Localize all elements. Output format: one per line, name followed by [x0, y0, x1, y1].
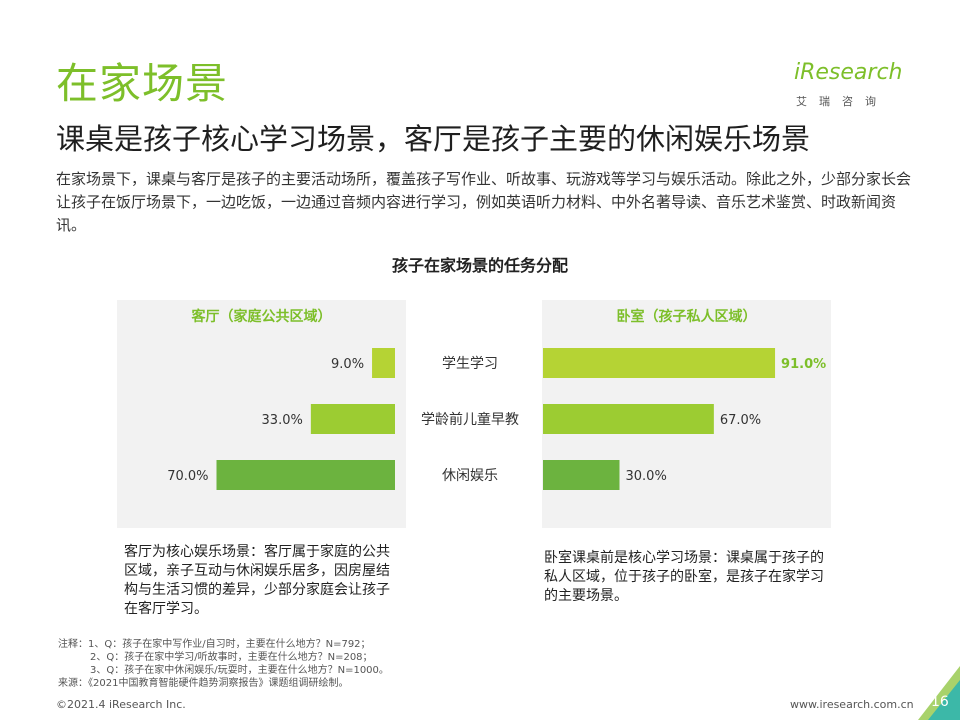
bedroom-value-label-2: 30.0%	[626, 469, 667, 484]
website-link[interactable]: www.iresearch.com.cn	[790, 698, 914, 711]
bedroom-bar-2	[543, 460, 620, 490]
intro-paragraph: 在家场景下，课桌与客厅是孩子的主要活动场所，覆盖孩子写作业、听故事、玩游戏等学习…	[56, 170, 912, 234]
category-label-0: 学生学习	[442, 356, 498, 372]
footnote-3: 3、Q：孩子在家中休闲娱乐/玩耍时，主要在什么地方？N=1000。	[90, 665, 389, 676]
category-label-1: 学龄前儿童早教	[421, 411, 519, 428]
bedroom-panel-title: 卧室（孩子私人区域）	[616, 309, 757, 325]
living-room-note: 客厅为核心娱乐场景：客厅属于家庭的公共区域，亲子互动与休闲娱乐居多，因房屋结构与…	[124, 544, 390, 617]
living-room-panel-title: 客厅（家庭公共区域）	[191, 309, 332, 325]
bedroom-value-label-0: 91.0%	[781, 357, 826, 372]
bedroom-bar-1	[543, 404, 714, 434]
living-room-bar-1	[310, 404, 395, 434]
page-headline: 课桌是孩子核心学习场景，客厅是孩子主要的休闲娱乐场景	[56, 122, 811, 156]
bedroom-bar-0	[543, 348, 776, 378]
living-room-value-label-2: 70.0%	[167, 469, 208, 484]
copyright: ©2021.4 iResearch Inc.	[56, 698, 186, 711]
footnote-2: 2、Q：孩子在家中学习/听故事时，主要在什么地方？N=208；	[90, 652, 373, 663]
category-label-2: 休闲娱乐	[442, 468, 498, 484]
living-room-value-label-0: 9.0%	[331, 357, 364, 372]
living-room-bar-2	[216, 460, 395, 490]
bedroom-value-label-1: 67.0%	[720, 413, 761, 428]
footnotes: 注释：1、Q：孩子在家中写作业/自习时，主要在什么地方？N=792； 2、Q：孩…	[58, 638, 389, 690]
corner-triangle-teal	[928, 680, 960, 720]
iresearch-logo-cn: 艾瑞咨询	[796, 95, 888, 108]
living-room-value-label-1: 33.0%	[262, 413, 303, 428]
bedroom-note: 卧室课桌前是核心学习场景：课桌属于孩子的私人区域，位于孩子的卧室，是孩子在家学习…	[544, 550, 824, 604]
chart-title: 孩子在家场景的任务分配	[391, 256, 568, 275]
living-room-bar-0	[372, 348, 395, 378]
page-number: 16	[931, 694, 949, 710]
section-title: 在家场景	[56, 59, 229, 108]
iresearch-logo: iResearch	[794, 60, 903, 85]
footnote-1: 注释：1、Q：孩子在家中写作业/自习时，主要在什么地方？N=792；	[58, 639, 371, 650]
source-note: 来源：《2021中国教育智能硬件趋势洞察报告》课题组调研绘制。	[58, 678, 349, 689]
